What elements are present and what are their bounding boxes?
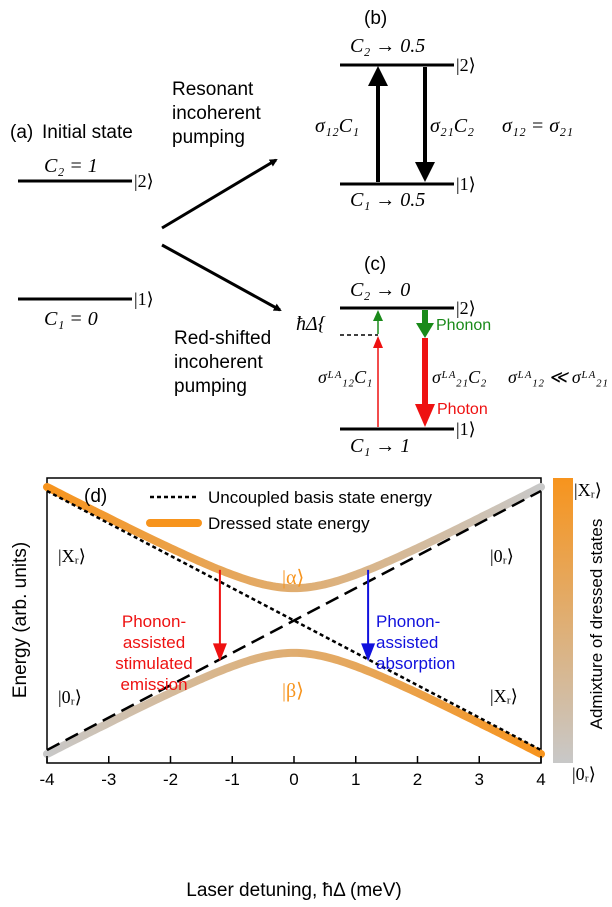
panel-b-ket1: |1⟩ [456, 174, 476, 194]
panel-a-tag: (a) [10, 122, 33, 143]
panel-a: (a) Initial state C₂ = 1 |2⟩ |1⟩ C₁ = 0 [10, 122, 154, 330]
state-0r-left: |0ᵣ⟩ [58, 687, 82, 707]
x-tick-label: 3 [475, 770, 484, 789]
colorbar-top-label: |Xᵣ⟩ [574, 480, 602, 500]
panel-b-down-arrowhead [415, 162, 435, 182]
state-xr-right: |Xᵣ⟩ [490, 686, 518, 706]
panel-c-red-up-arrowhead [373, 336, 383, 348]
absorption-line-2: assisted [376, 633, 438, 652]
emission-arrowhead [213, 643, 227, 661]
emission-line-4: emission [120, 675, 187, 694]
x-tick-label: -3 [101, 770, 116, 789]
x-tick-label: 2 [413, 770, 422, 789]
panel-c-c2: C₂ → 0 [350, 279, 410, 301]
panel-c-ket1: |1⟩ [456, 419, 476, 439]
panel-c-tag: (c) [364, 254, 386, 275]
panel-b: (b) C₂ → 0.5 |2⟩ |1⟩ C₁ → 0.5 σ₁₂C₁ σ₂₁C… [315, 8, 573, 211]
panel-b-down-rate: σ₂₁C₂ [430, 115, 474, 137]
alpha-label: |α⟩ [282, 567, 304, 589]
absorption-label: Phonon- assisted absorption [376, 612, 455, 673]
x-tick-label: -2 [163, 770, 178, 789]
emission-line-1: Phonon- [122, 612, 186, 631]
arrow-to-redshifted [162, 245, 280, 310]
colorbar: |Xᵣ⟩ |0ᵣ⟩ Admixture of dressed states [553, 478, 606, 784]
y-axis-label: Energy (arb. units) [10, 542, 31, 698]
panel-c-up-rate: σᴸᴬ₁₂C₁ [318, 367, 372, 387]
panel-c-down-rate: σᴸᴬ₂₁C₂ [432, 367, 486, 387]
panel-c-red-down-arrowhead [415, 404, 435, 427]
colorbar-bottom-label: |0ᵣ⟩ [572, 764, 596, 784]
emission-line-3: stimulated [115, 654, 192, 673]
resonant-line-3: pumping [172, 127, 245, 148]
x-tick-label: -1 [225, 770, 240, 789]
redshift-line-2: incoherent [174, 352, 263, 373]
absorption-line-1: Phonon- [376, 612, 440, 631]
panel-b-relation: σ₁₂ = σ₂₁ [502, 115, 573, 137]
absorption-line-3: absorption [376, 654, 455, 673]
x-tick-label: 1 [351, 770, 360, 789]
panel-d-tag: (d) [84, 486, 107, 507]
panel-b-up-arrowhead [368, 66, 388, 86]
colorbar-gradient [553, 478, 573, 763]
panel-b-up-rate: σ₁₂C₁ [315, 115, 359, 137]
panel-b-tag: (b) [364, 8, 387, 29]
absorption-arrowhead [361, 643, 375, 661]
panel-d: (d) Uncoupled basis state energy Dressed… [10, 478, 546, 901]
x-ticks: -4 -3 -2 -1 0 1 2 3 4 [39, 756, 545, 789]
panel-b-c2: C₂ → 0.5 [350, 35, 425, 57]
panel-b-ket2: |2⟩ [456, 55, 476, 75]
panel-c-c1: C₁ → 1 [350, 435, 410, 457]
panel-c-green-down-arrowhead [416, 323, 434, 338]
panel-c-photon-label: Photon [437, 401, 488, 418]
beta-label: |β⟩ [282, 680, 304, 702]
panel-c-relation: σᴸᴬ₁₂ ≪ σᴸᴬ₂₁ [508, 367, 608, 387]
panel-a-ket1: |1⟩ [134, 289, 154, 309]
panel-a-c2: C₂ = 1 [44, 155, 98, 177]
panel-b-c1: C₁ → 0.5 [350, 189, 425, 211]
emission-line-2: assisted [123, 633, 185, 652]
panel-c-phonon-label: Phonon [436, 317, 491, 334]
redshift-label: Red-shifted incoherent pumping [174, 328, 271, 397]
state-0r-right: |0ᵣ⟩ [490, 546, 514, 566]
panel-a-title: Initial state [42, 122, 133, 143]
redshift-line-3: pumping [174, 376, 247, 397]
legend-uncoupled-label: Uncoupled basis state energy [208, 488, 432, 507]
panel-c: (c) C₂ → 0 |2⟩ ħΔ{ |1⟩ C₁ → 1 Phonon Pho… [296, 254, 608, 457]
x-tick-label: 0 [289, 770, 298, 789]
panel-c-green-up-arrowhead [373, 310, 383, 321]
panel-c-detuning: ħΔ{ [296, 313, 326, 335]
x-tick-label: -4 [39, 770, 54, 789]
arrow-to-resonant [162, 160, 276, 228]
panel-c-ket2: |2⟩ [456, 298, 476, 318]
x-tick-label: 4 [536, 770, 545, 789]
resonant-line-1: Resonant [172, 79, 254, 100]
x-axis-label: Laser detuning, ħΔ (meV) [186, 880, 401, 901]
resonant-line-2: incoherent [172, 103, 261, 124]
resonant-label: Resonant incoherent pumping [172, 79, 261, 148]
colorbar-title: Admixture of dressed states [587, 519, 606, 730]
state-xr-left: |Xᵣ⟩ [58, 546, 86, 566]
emission-label: Phonon- assisted stimulated emission [115, 612, 192, 694]
panel-a-ket2: |2⟩ [134, 171, 154, 191]
legend-dressed-label: Dressed state energy [208, 514, 370, 533]
redshift-line-1: Red-shifted [174, 328, 271, 349]
panel-a-c1: C₁ = 0 [44, 308, 98, 330]
